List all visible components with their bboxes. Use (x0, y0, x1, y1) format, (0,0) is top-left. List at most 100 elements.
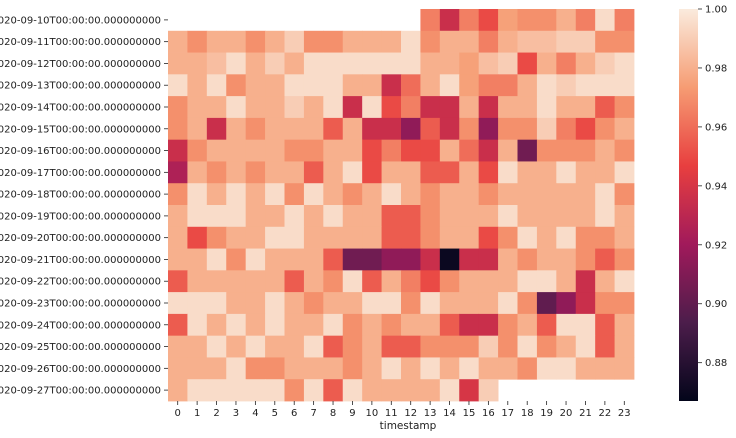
heatmap-cell (381, 96, 402, 119)
heatmap-cell (459, 96, 480, 119)
heatmap-cell (303, 357, 324, 380)
heatmap-cell (362, 313, 382, 337)
heatmap-cell (498, 117, 518, 141)
heatmap-cell (556, 9, 577, 32)
heatmap-cell (381, 248, 402, 271)
heatmap-cell (478, 30, 499, 53)
heatmap-cell (575, 205, 596, 228)
heatmap-cell (187, 96, 208, 119)
heatmap-cell (226, 161, 247, 184)
heatmap-cell (401, 292, 421, 315)
y-tick-label: 2020-09-25T00:00:00.000000000 (0, 342, 161, 353)
heatmap-cell (226, 139, 247, 162)
y-tick-label: 2020-09-23T00:00:00.000000000 (0, 299, 161, 310)
y-tick-label: 2020-09-14T00:00:00.000000000 (0, 103, 161, 114)
heatmap-cell (575, 30, 596, 53)
heatmap-cell (517, 292, 538, 315)
heatmap-cell (323, 205, 344, 228)
heatmap-cell (420, 139, 441, 162)
heatmap-cell (517, 96, 538, 119)
colorbar-tick-label: 0.88 (705, 358, 727, 369)
heatmap-cell (517, 248, 538, 271)
heatmap-cell (439, 96, 460, 119)
heatmap-cell (614, 9, 635, 32)
heatmap-cell (536, 226, 557, 249)
heatmap-cell (556, 335, 577, 358)
heatmap-cell (575, 313, 596, 337)
heatmap-cell (245, 96, 266, 119)
heatmap-cell (595, 183, 615, 206)
heatmap-cell (478, 52, 499, 75)
y-tick-label: 2020-09-22T00:00:00.000000000 (0, 277, 161, 288)
heatmap-cell (478, 335, 499, 358)
heatmap-cell (168, 161, 188, 184)
heatmap-cell (498, 335, 518, 358)
heatmap-cell (362, 183, 382, 206)
heatmap-cell (362, 52, 382, 75)
heatmap-cell (498, 161, 518, 184)
heatmap-cell (381, 226, 402, 249)
heatmap-cell (342, 74, 363, 97)
heatmap-cell (245, 313, 266, 337)
heatmap-cell (342, 183, 363, 206)
heatmap-cell (206, 30, 227, 53)
heatmap-cell (323, 270, 344, 293)
heatmap-cell (303, 335, 324, 358)
heatmap-cell (478, 270, 499, 293)
heatmap-cell (362, 205, 382, 228)
heatmap-cell (226, 379, 247, 402)
heatmap-cell (575, 226, 596, 249)
heatmap-cell (284, 96, 305, 119)
heatmap-cell (401, 357, 421, 380)
heatmap-cell (323, 226, 344, 249)
heatmap-cell (303, 379, 324, 402)
colorbar-tick-label: 0.92 (705, 240, 727, 251)
heatmap-cell (575, 335, 596, 358)
heatmap-cell (536, 52, 557, 75)
heatmap-cell (517, 161, 538, 184)
heatmap-cell (284, 161, 305, 184)
heatmap-cell (595, 248, 615, 271)
heatmap-cell (439, 74, 460, 97)
x-tick-label: 16 (482, 408, 495, 419)
heatmap-cell (342, 96, 363, 119)
heatmap-cell (478, 161, 499, 184)
heatmap-cell (284, 248, 305, 271)
x-tick-label: 21 (579, 408, 592, 419)
heatmap-cell (265, 139, 285, 162)
heatmap-cell (187, 357, 208, 380)
heatmap-cell (595, 74, 615, 97)
heatmap-cell (595, 226, 615, 249)
heatmap-cell (284, 270, 305, 293)
heatmap-cell (342, 292, 363, 315)
heatmap-cell (401, 248, 421, 271)
heatmap-cell (536, 183, 557, 206)
x-tick-label: 15 (463, 408, 476, 419)
heatmap-cells (168, 9, 635, 402)
heatmap-cell (595, 9, 615, 32)
heatmap-cell (536, 205, 557, 228)
heatmap-cell (536, 9, 557, 32)
heatmap-cell (303, 183, 324, 206)
heatmap-cell (420, 183, 441, 206)
heatmap-cell (420, 205, 441, 228)
heatmap-cell (595, 292, 615, 315)
heatmap-cell (401, 379, 421, 402)
heatmap-cell (187, 117, 208, 141)
heatmap-cell (168, 96, 188, 119)
heatmap-cell (498, 139, 518, 162)
colorbar-tick-labels: 0.88 0.90 0.92 0.94 0.96 0.98 1.00 (698, 5, 727, 369)
heatmap-cell (323, 139, 344, 162)
heatmap-cell (187, 52, 208, 75)
heatmap-cell (323, 52, 344, 75)
heatmap-cell (614, 96, 635, 119)
heatmap-cell (517, 226, 538, 249)
x-tick-label: 13 (424, 408, 437, 419)
heatmap-cell (459, 161, 480, 184)
y-tick-label: 2020-09-11T00:00:00.000000000 (0, 37, 161, 48)
heatmap-cell (168, 205, 188, 228)
x-tick-labels: 0 1 2 3 4 5 6 7 8 9 10 11 12 13 14 15 16 17 18 19 20 21 22 23 (175, 401, 631, 419)
x-tick-label: 4 (252, 408, 258, 419)
heatmap-cell (362, 161, 382, 184)
